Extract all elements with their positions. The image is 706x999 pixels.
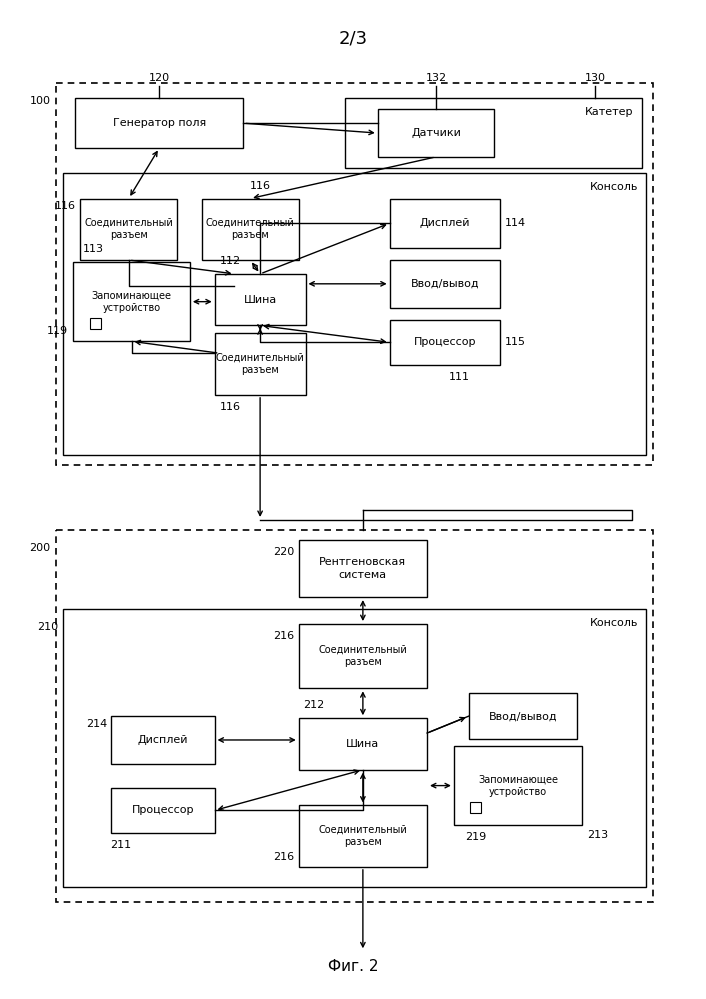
Bar [390, 260, 501, 308]
Text: Соединительный
разъем: Соединительный разъем [206, 218, 294, 241]
Bar [345, 98, 642, 168]
Bar [56, 529, 654, 902]
Bar [80, 199, 177, 260]
Bar [469, 693, 578, 739]
Text: Соединительный
разъем: Соединительный разъем [216, 353, 304, 376]
Text: Консоль: Консоль [590, 618, 639, 628]
Text: 111: 111 [449, 372, 470, 382]
Text: 112: 112 [220, 256, 241, 266]
Bar [299, 718, 427, 769]
Bar [299, 805, 427, 867]
Bar [111, 787, 215, 833]
Text: Соединительный
разъем: Соединительный разъем [318, 825, 407, 847]
Text: Шина: Шина [346, 739, 380, 749]
Bar [215, 334, 306, 395]
Text: Генератор поля: Генератор поля [113, 118, 206, 128]
Text: 130: 130 [585, 74, 606, 84]
Text: 116: 116 [250, 181, 270, 191]
Bar [64, 173, 647, 456]
Text: Соединительный
разъем: Соединительный разъем [84, 218, 173, 241]
Text: Катетер: Катетер [585, 107, 634, 117]
Text: Дисплей: Дисплей [138, 735, 188, 745]
Bar [454, 746, 582, 825]
Text: Шина: Шина [244, 295, 277, 305]
Text: 120: 120 [149, 74, 170, 84]
Text: Запоминающее
устройство: Запоминающее устройство [92, 291, 172, 313]
Text: Ввод/вывод: Ввод/вывод [411, 279, 479, 289]
Bar [56, 84, 654, 466]
Bar [76, 98, 244, 148]
Bar [215, 274, 306, 326]
Text: 132: 132 [426, 74, 447, 84]
Text: 212: 212 [304, 700, 325, 710]
Bar [111, 716, 215, 764]
Text: 119: 119 [47, 327, 68, 337]
Text: 113: 113 [83, 244, 104, 254]
Text: Датчики: Датчики [411, 128, 461, 138]
Text: 116: 116 [220, 402, 241, 412]
Text: Фиг. 2: Фиг. 2 [328, 959, 378, 974]
Bar [299, 539, 427, 597]
Text: Дисплей: Дисплей [419, 219, 470, 229]
Text: 116: 116 [55, 202, 76, 212]
Bar [378, 109, 494, 157]
Text: Ввод/вывод: Ввод/вывод [489, 711, 557, 721]
Bar [202, 199, 299, 260]
Text: 100: 100 [30, 96, 51, 106]
Text: Рентгеновская
система: Рентгеновская система [319, 557, 407, 579]
Text: 220: 220 [273, 546, 294, 556]
Bar [299, 624, 427, 688]
Text: 210: 210 [37, 622, 59, 632]
Bar [64, 609, 647, 887]
Text: Процессор: Процессор [131, 805, 194, 815]
Text: Консоль: Консоль [590, 182, 639, 192]
Text: Процессор: Процессор [414, 338, 476, 348]
Text: 114: 114 [505, 219, 526, 229]
Bar [390, 320, 501, 365]
Text: 214: 214 [85, 719, 107, 729]
Text: 216: 216 [273, 630, 294, 640]
Bar [390, 199, 501, 248]
Text: 115: 115 [505, 338, 526, 348]
Text: 216: 216 [273, 852, 294, 862]
Text: 200: 200 [30, 542, 51, 552]
Text: Запоминающее
устройство: Запоминающее устройство [478, 774, 558, 797]
Text: 2/3: 2/3 [338, 30, 368, 48]
Text: 211: 211 [110, 840, 131, 850]
Text: 213: 213 [587, 830, 609, 840]
Bar [470, 802, 481, 813]
Bar [73, 262, 190, 342]
Text: Соединительный
разъем: Соединительный разъем [318, 645, 407, 667]
Bar [90, 318, 100, 329]
Text: 219: 219 [465, 832, 486, 842]
